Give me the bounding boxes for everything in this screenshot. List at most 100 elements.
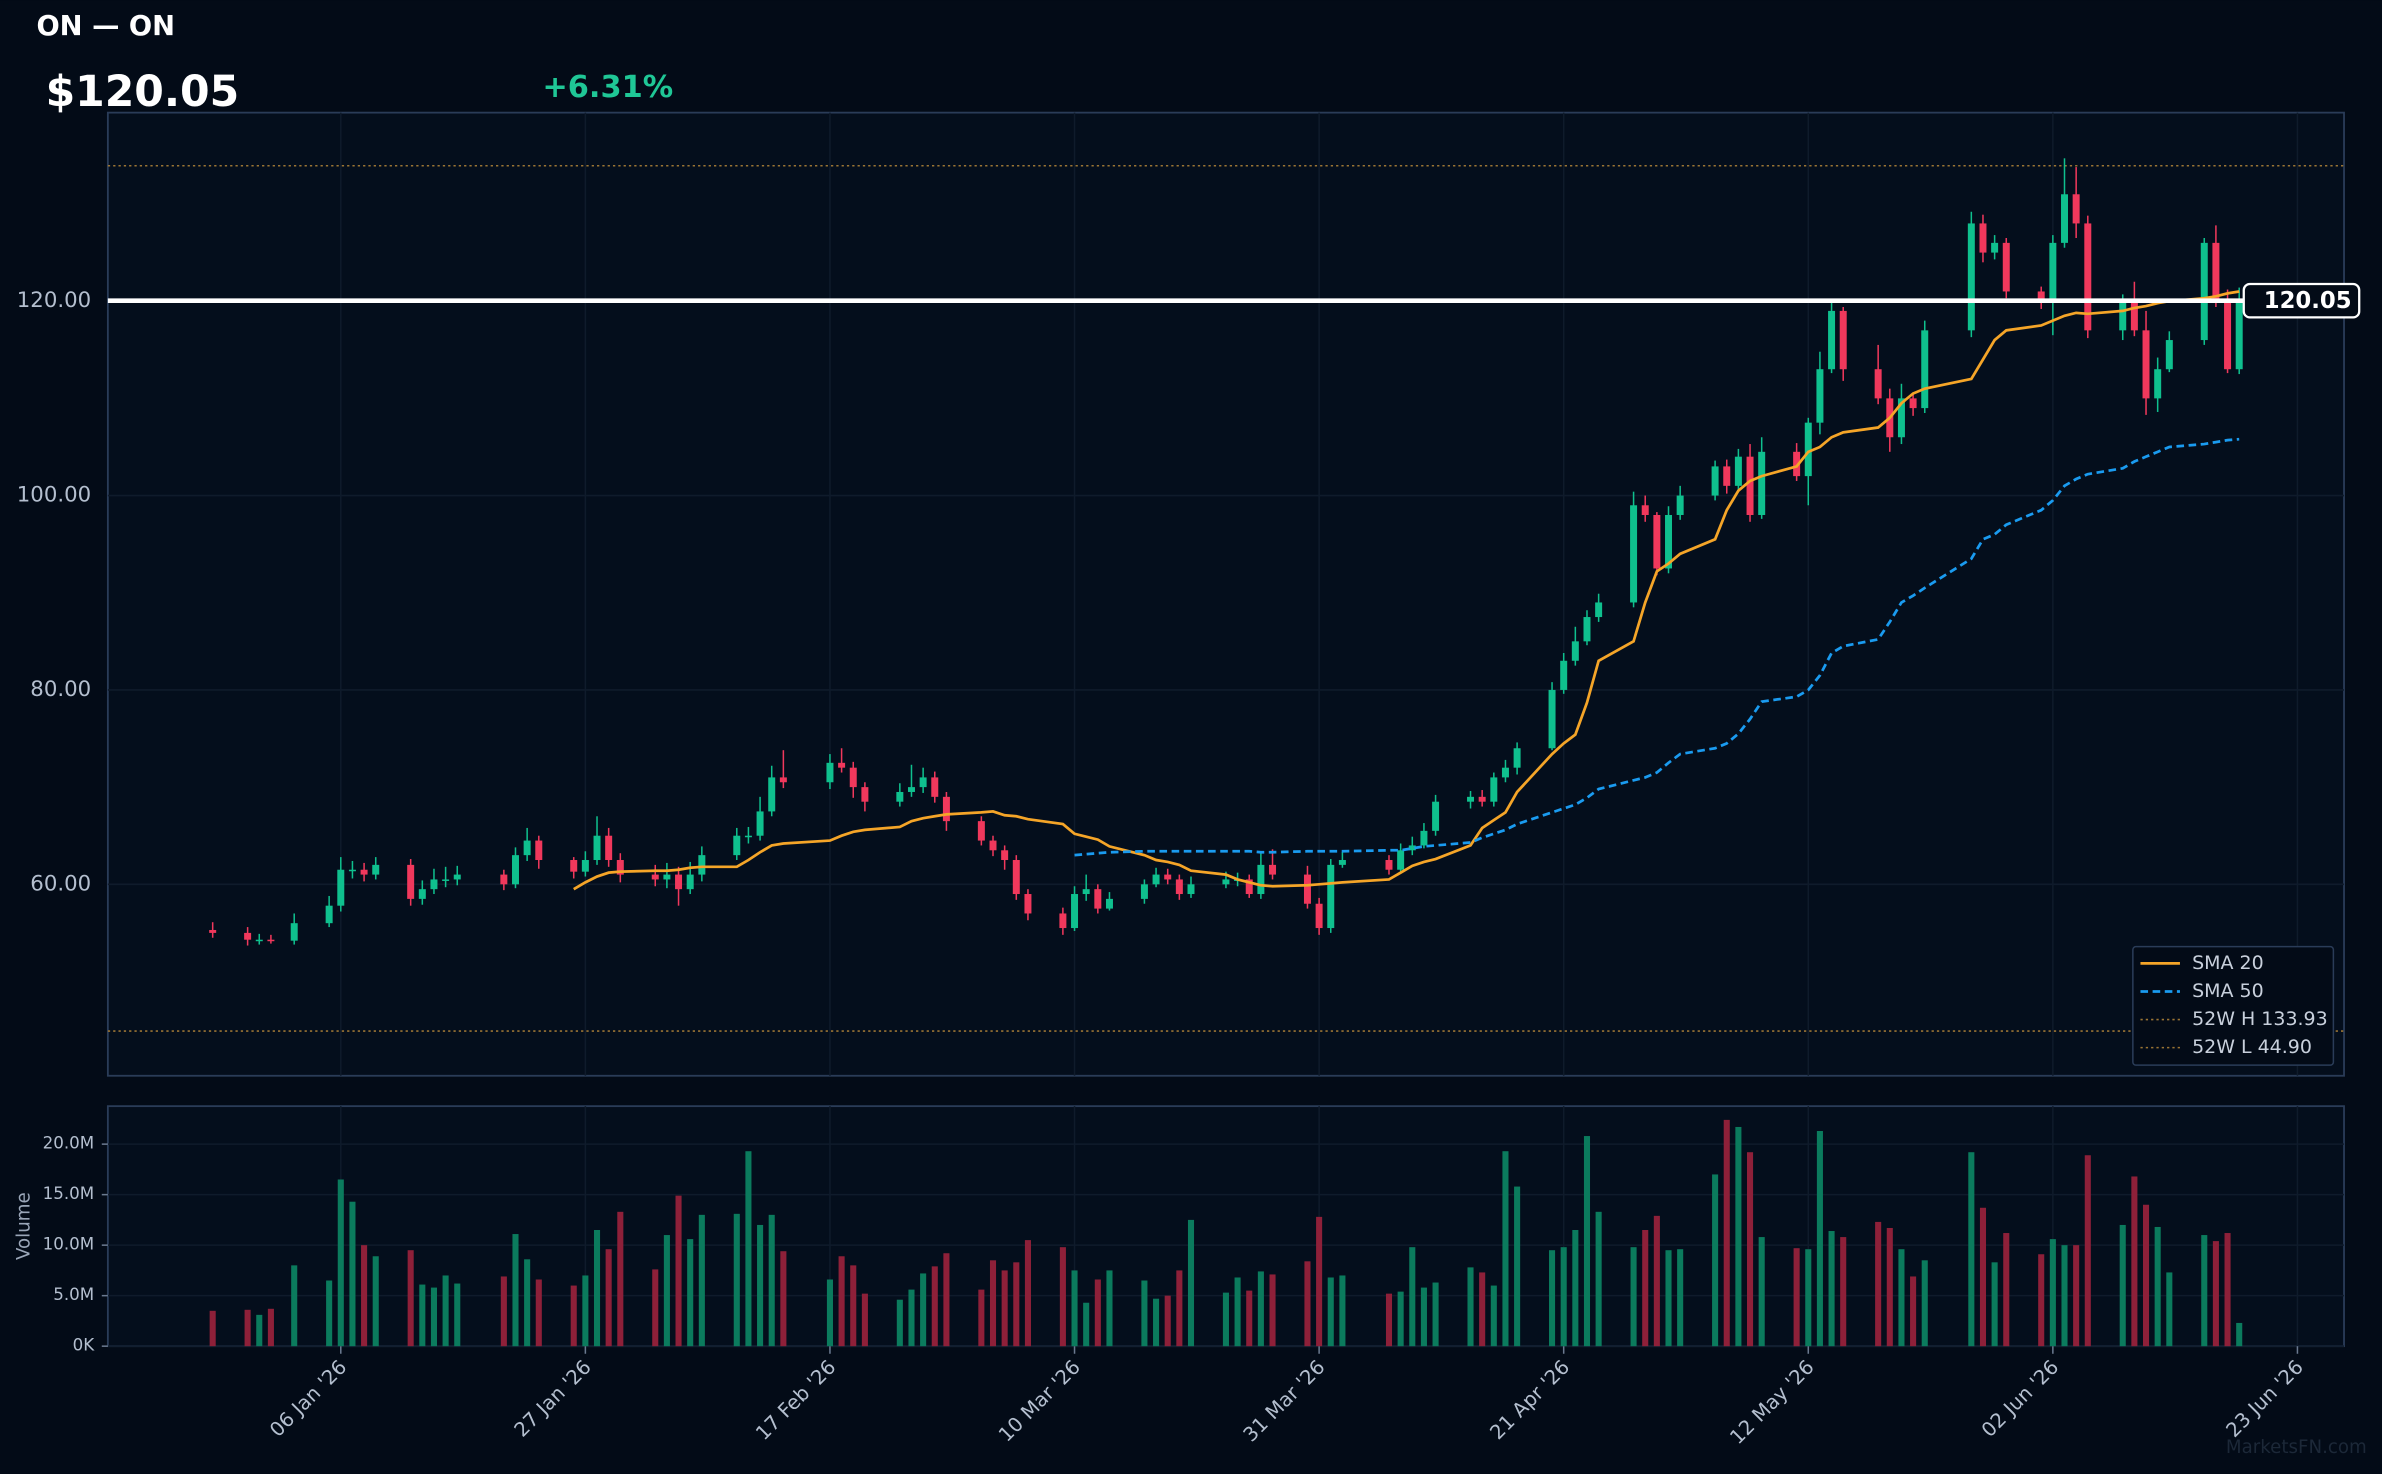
y-tick-label: 60.00 — [30, 871, 91, 896]
volume-bar — [850, 1265, 857, 1347]
volume-bar — [2084, 1155, 2091, 1347]
volume-bar — [1269, 1274, 1276, 1347]
legend-label: SMA 50 — [2192, 980, 2264, 1002]
volume-bar — [2073, 1245, 2080, 1347]
volume-bar — [1549, 1250, 1556, 1347]
candle-body — [1909, 398, 1917, 409]
volume-bar — [1758, 1237, 1765, 1347]
volume-bar — [1979, 1207, 1987, 1347]
candle-body — [453, 874, 461, 880]
volume-bar — [1793, 1248, 1800, 1347]
volume-bar — [1910, 1276, 1917, 1347]
candle-body — [942, 796, 950, 822]
y-tick-label: 10.0M — [43, 1234, 95, 1254]
legend-box — [2132, 945, 2335, 1066]
candle-body — [663, 874, 671, 880]
candle-body — [1164, 874, 1172, 880]
candle-body — [2212, 242, 2220, 302]
candle-body — [2142, 330, 2150, 399]
volume-bar — [1677, 1249, 1684, 1347]
candle-body — [2200, 242, 2208, 341]
ticker-title: ON — ON — [36, 11, 175, 42]
volume-bar — [407, 1250, 414, 1347]
volume-bar — [1164, 1295, 1171, 1347]
candle-body — [2154, 369, 2162, 399]
volume-bar — [605, 1249, 612, 1347]
candle-body — [1024, 894, 1032, 914]
change-percent: +6.31% — [542, 70, 673, 105]
candle-body — [348, 869, 356, 872]
candle-body — [896, 791, 904, 802]
volume-bar — [1409, 1247, 1416, 1347]
volume-bar — [2049, 1239, 2056, 1347]
volume-bar — [419, 1284, 426, 1347]
volume-bar — [593, 1229, 601, 1347]
y-tick-label: 5.0M — [53, 1284, 94, 1304]
volume-bar — [1001, 1270, 1008, 1347]
legend-label: SMA 20 — [2192, 952, 2264, 974]
volume-bar — [372, 1256, 379, 1347]
volume-bar — [337, 1179, 344, 1347]
candle-body — [989, 840, 997, 851]
volume-bar — [1222, 1292, 1229, 1347]
volume-bar — [430, 1287, 438, 1347]
volume-bar — [2212, 1241, 2219, 1347]
volume-bar — [2119, 1224, 2126, 1347]
volume-bar — [826, 1279, 833, 1347]
volume-bar — [1013, 1262, 1020, 1347]
candle-body — [1653, 514, 1661, 569]
volume-bar — [570, 1285, 577, 1347]
candle-body — [1967, 223, 1975, 331]
volume-bar — [675, 1195, 682, 1347]
candle-body — [1140, 884, 1148, 899]
candle-body — [616, 860, 624, 875]
volume-bar — [1560, 1247, 1567, 1347]
volume-bar — [582, 1275, 589, 1347]
candle-body — [686, 874, 694, 890]
volume-bar — [1467, 1267, 1474, 1347]
volume-bar — [1514, 1186, 1521, 1347]
volume-bar — [442, 1275, 449, 1347]
candle-body — [500, 874, 508, 885]
volume-bar — [768, 1214, 775, 1347]
volume-bar — [1385, 1293, 1393, 1347]
candle-body — [651, 874, 659, 880]
volume-bar — [617, 1211, 624, 1347]
volume-bar — [1816, 1131, 1823, 1347]
volume-bar — [2201, 1235, 2208, 1347]
sma-line — [573, 290, 2240, 891]
legend-label: 52W H 133.93 — [2192, 1008, 2328, 1030]
volume-bar — [1968, 1152, 1975, 1347]
price-tag-label: 120.05 — [2264, 288, 2352, 314]
candle-body — [605, 835, 613, 861]
candle-body — [861, 787, 869, 802]
candle-body — [1187, 884, 1195, 895]
candle-body — [1467, 796, 1475, 802]
volume-bar — [267, 1308, 274, 1347]
volume-bar — [1502, 1151, 1509, 1347]
candle-body — [1665, 514, 1673, 569]
volume-bar — [1339, 1275, 1346, 1347]
candle-body — [267, 939, 275, 942]
candle-body — [1991, 242, 1999, 253]
candle-body — [1245, 879, 1253, 895]
y-tick-label: 0K — [73, 1335, 96, 1355]
candle-body — [511, 855, 519, 885]
candle-body — [698, 855, 706, 875]
volume-bar — [1805, 1249, 1812, 1347]
volume-bar — [2236, 1322, 2243, 1347]
candle-body — [1921, 330, 1929, 409]
candle-body — [1571, 641, 1579, 661]
candle-body — [1839, 310, 1847, 370]
candle-body — [2037, 291, 2045, 302]
volume-bar — [2166, 1272, 2173, 1347]
volume-bar — [2038, 1254, 2045, 1347]
volume-bar — [1071, 1270, 1078, 1347]
volume-bar — [1898, 1249, 1905, 1347]
candle-body — [1257, 864, 1265, 895]
volume-bar — [1595, 1211, 1602, 1347]
volume-bar — [1257, 1271, 1264, 1347]
candle-body — [1979, 223, 1987, 253]
volume-bar — [2154, 1226, 2161, 1347]
volume-bar — [1234, 1277, 1241, 1347]
